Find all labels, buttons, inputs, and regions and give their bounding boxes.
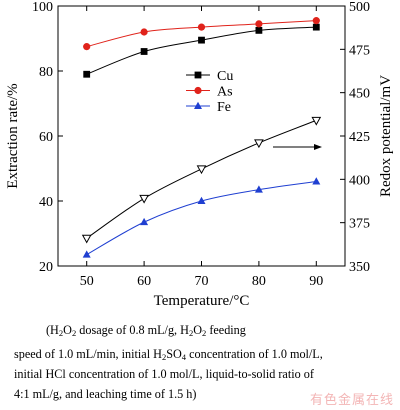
- caption-line-2: speed of 1.0 mL/min, initial H2SO4 conce…: [14, 347, 323, 362]
- legend-marker-fe: [194, 101, 202, 109]
- y-right-axis-title: Redox potential/mV: [378, 75, 394, 197]
- axis-labels: Temperature/°C Extraction rate/% Redox pot…: [5, 75, 394, 309]
- y-left-tick-label: 80: [39, 65, 53, 80]
- y-right-tick-label: 350: [349, 260, 370, 275]
- point-as: [255, 20, 263, 28]
- legend-label-cu: Cu: [217, 69, 233, 84]
- y-left-tick-label: 60: [39, 130, 53, 145]
- legend-label-as: As: [217, 85, 233, 100]
- watermark: 有色金属在线: [309, 393, 394, 408]
- y-right-tick-label: 450: [349, 87, 370, 102]
- x-tick-label: 80: [252, 274, 266, 289]
- point-as: [140, 28, 148, 36]
- point-redox-potential: [139, 194, 149, 204]
- y-right-tick-label: 375: [349, 217, 370, 232]
- point-cu: [255, 26, 263, 34]
- series-line-redox-potential: [86, 119, 317, 239]
- x-tick-label: 70: [195, 274, 209, 289]
- point-as: [312, 17, 320, 25]
- series-line-cu: [86, 26, 317, 75]
- chart: 50 60 70 80 90 20 40 60 80 100 350 375 400 425 450 475 5…: [5, 0, 394, 309]
- point-fe: [140, 217, 149, 226]
- series-line-fe: [86, 181, 317, 256]
- legend-marker-as: [194, 86, 202, 95]
- point-fe: [82, 250, 91, 258]
- legend-marker-cu: [194, 71, 202, 79]
- point-cu: [83, 70, 91, 78]
- point-fe: [312, 177, 321, 185]
- y-right-tick-label: 425: [349, 130, 370, 145]
- y-left-tick-label: 20: [39, 260, 53, 275]
- annotation-arrow-head: [314, 144, 322, 150]
- x-tick-label: 50: [80, 274, 94, 289]
- point-cu: [140, 48, 148, 55]
- point-redox-potential: [196, 165, 207, 175]
- axes-layer: 50 60 70 80 90 20 40 60 80 100 350 375 400 425 450 475 5…: [32, 0, 370, 289]
- x-axis-title: Temperature/°C: [154, 293, 250, 309]
- point-as: [83, 43, 91, 51]
- point-redox-potential: [81, 234, 92, 244]
- point-as: [197, 23, 206, 31]
- series-layer: [81, 17, 322, 258]
- plot-frame: [57, 5, 346, 267]
- caption-line-1: (H2O2 dosage of 0.8 mL/g, H2O2 feeding: [46, 323, 246, 338]
- y-right-tick-label: 475: [349, 43, 370, 58]
- point-fe: [197, 196, 206, 204]
- y-left-tick-label: 40: [39, 195, 53, 210]
- point-redox-potential: [311, 116, 322, 126]
- point-redox-potential: [254, 139, 264, 149]
- y-left-axis-title: Extraction rate/%: [5, 83, 21, 188]
- caption-line-4: 4:1 mL/g, and leaching time of 1.5 h): [14, 387, 197, 401]
- legend-label-fe: Fe: [217, 100, 231, 115]
- y-right-tick-label: 500: [349, 0, 370, 15]
- y-right-tick-label: 400: [349, 173, 370, 188]
- x-tick-label: 60: [137, 274, 151, 289]
- point-fe: [254, 185, 263, 193]
- point-cu: [312, 23, 320, 31]
- caption-line-3: initial HCl concentration of 1.0 mol/L, …: [14, 367, 314, 381]
- y-left-tick-label: 100: [32, 0, 53, 15]
- point-cu: [198, 36, 205, 44]
- x-tick-label: 90: [309, 274, 323, 289]
